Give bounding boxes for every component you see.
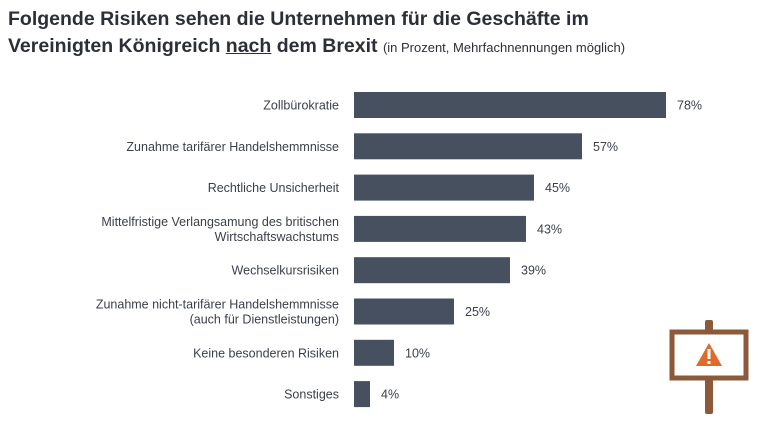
value-label: 4% (381, 388, 399, 402)
category-label-line: Zollbürokratie (263, 99, 339, 113)
category-label-line: Zunahme nicht-tarifärer Handelshemmnisse (96, 298, 339, 312)
category-label: Wechselkursrisiken (232, 264, 339, 278)
value-label: 45% (545, 181, 570, 195)
value-label: 43% (537, 222, 562, 236)
value-label: 25% (465, 305, 490, 319)
category-label-line: Wirtschaftswachstums (215, 230, 339, 244)
category-label-line: Keine besonderen Risiken (193, 346, 339, 360)
bar (354, 133, 582, 160)
value-label: 10% (405, 346, 430, 360)
category-label: Sonstiges (284, 388, 339, 402)
category-label: Zunahme nicht-tarifärer Handelshemmnisse… (96, 298, 339, 327)
value-label: 57% (593, 140, 618, 154)
warning-sign-icon (669, 320, 749, 414)
bar (354, 381, 370, 408)
bar (354, 257, 510, 284)
warning-exclamation-dot (707, 361, 711, 364)
category-label-line: Zunahme tarifärer Handelshemmnisse (126, 140, 339, 154)
bar (354, 215, 526, 242)
value-label: 39% (521, 264, 546, 278)
title-line-2-start: Vereinigten Königreich (8, 35, 226, 57)
category-label-line: Mittelfristige Verlangsamung des britisc… (101, 215, 339, 229)
category-label-line: Sonstiges (284, 388, 339, 402)
warning-exclamation-bar (707, 349, 711, 359)
bar (354, 92, 666, 118)
title-line-2-end: dem Brexit (271, 35, 378, 57)
bar (354, 298, 454, 325)
category-label: Rechtliche Unsicherheit (208, 181, 340, 195)
bar (354, 339, 394, 366)
category-label: Zollbürokratie (263, 99, 339, 113)
category-label: Zunahme tarifärer Handelshemmnisse (126, 140, 339, 154)
value-label: 78% (677, 99, 702, 113)
warning-sign-board (669, 329, 749, 381)
category-label-line: Wechselkursrisiken (232, 264, 339, 278)
title-emphasis-nach: nach (225, 35, 272, 57)
bar (354, 174, 534, 201)
category-label-line: (auch für Dienstleistungen) (190, 313, 339, 327)
category-label: Keine besonderen Risiken (193, 346, 339, 360)
category-label: Mittelfristige Verlangsamung des britisc… (101, 215, 339, 244)
chart-title: Folgende Risiken sehen die Unternehmen f… (8, 6, 625, 61)
category-label-line: Rechtliche Unsicherheit (208, 181, 340, 195)
title-line-1: Folgende Risiken sehen die Unternehmen f… (8, 8, 589, 30)
title-note: (in Prozent, Mehrfachnennungen möglich) (382, 40, 626, 55)
title-line-2: Vereinigten Königreich nach dem Brexit (… (8, 33, 625, 61)
